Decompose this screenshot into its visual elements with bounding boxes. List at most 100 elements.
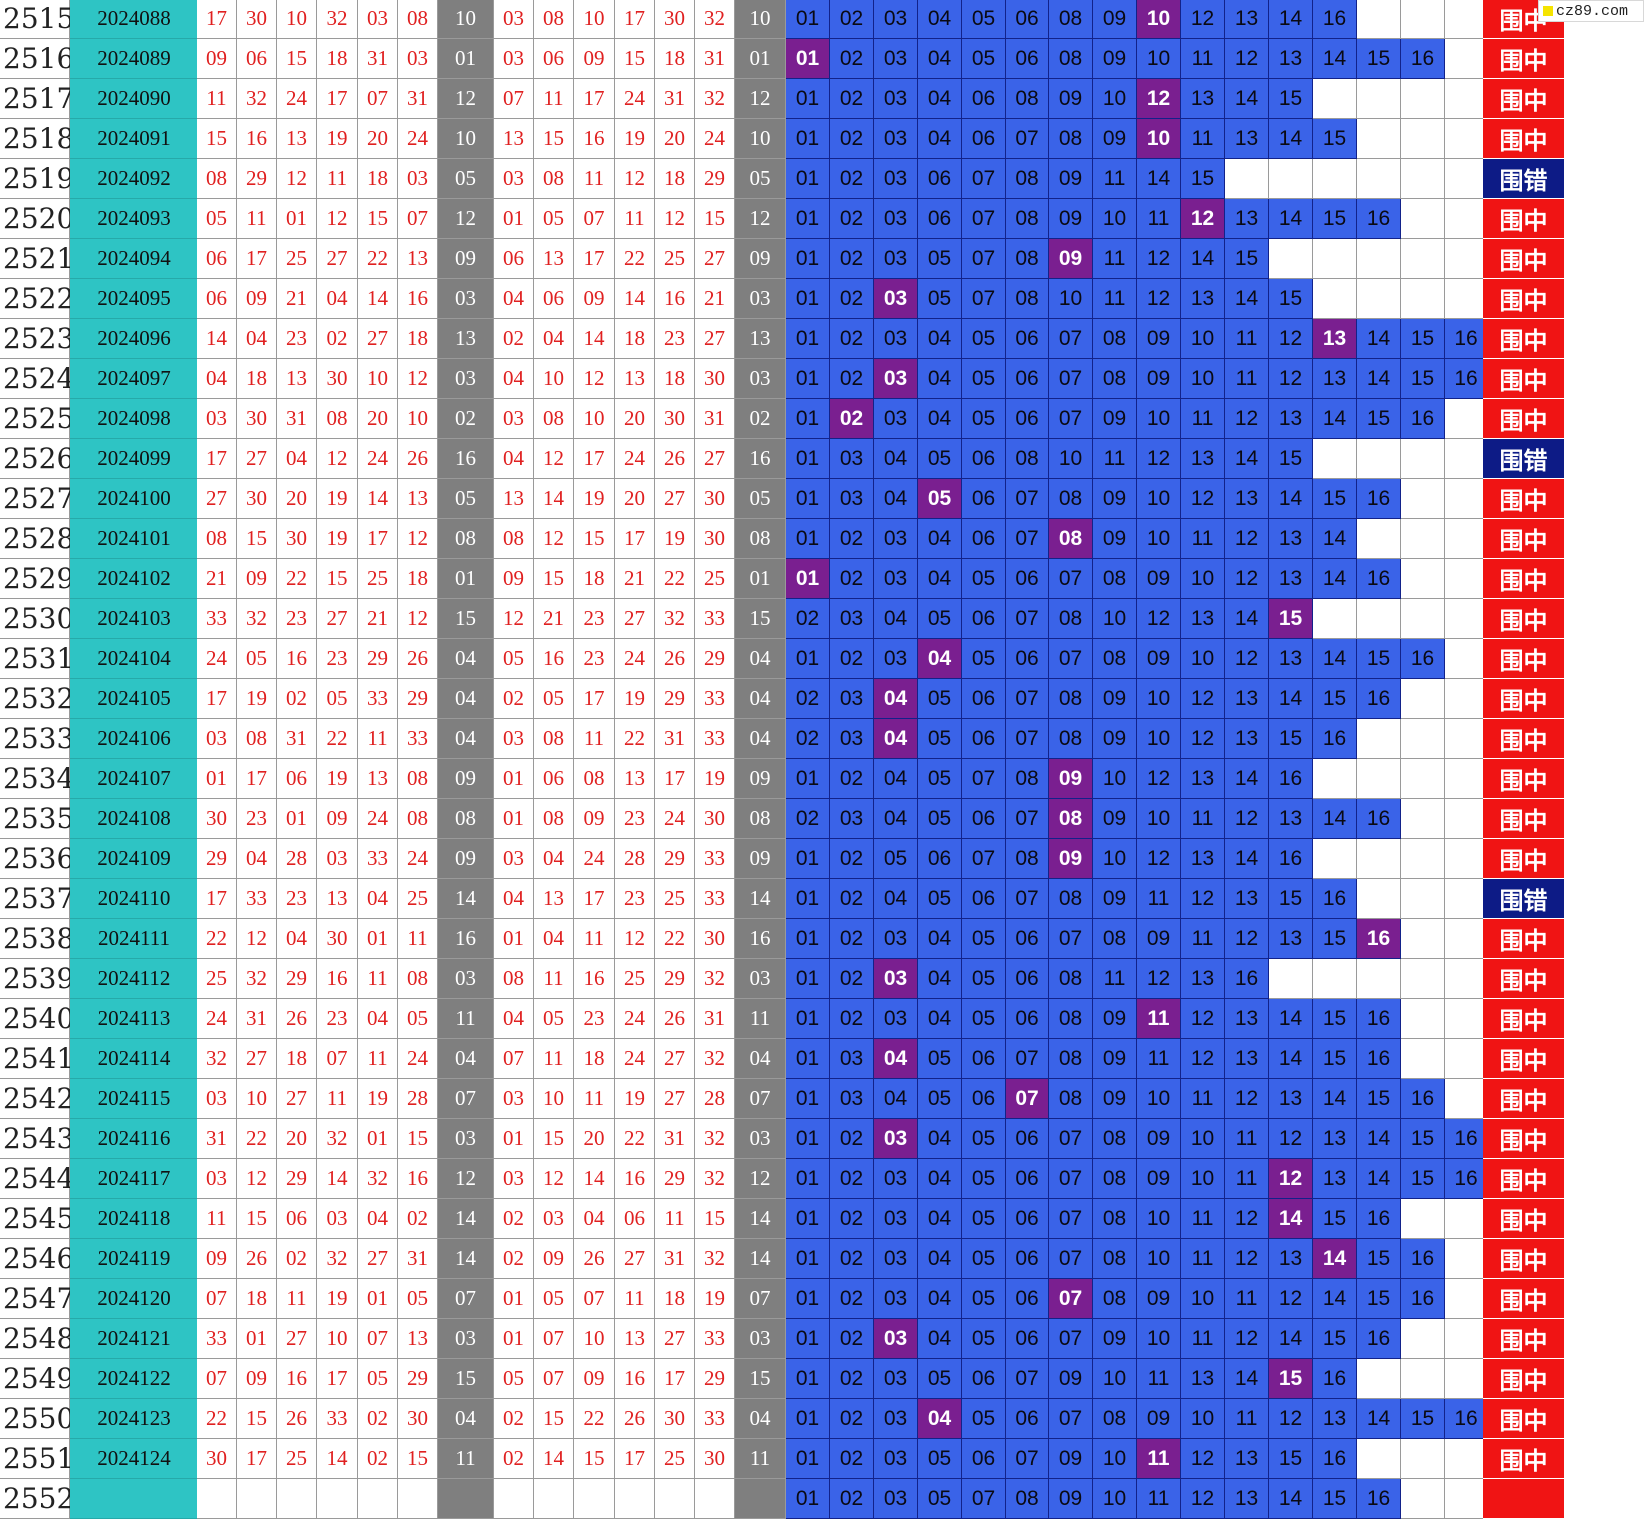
candidate-number-cell: 03 [874, 1239, 918, 1279]
blue-ball-cell: 03 [735, 1119, 786, 1159]
result-hit-badge: 围中 [1483, 639, 1564, 679]
candidate-number-cell: 15 [1357, 639, 1401, 679]
sorted-number-cell: 21 [615, 559, 655, 599]
empty-cell [1225, 159, 1269, 199]
sorted-number-cell: 14 [574, 319, 615, 359]
table-row: 2551 2024124 30 17 25 14 02 15 11 02 14 15 17 25 30 11 0… [0, 1439, 1646, 1479]
candidate-number-cell: 04 [918, 1199, 962, 1239]
period-cell: 2024104 [70, 639, 198, 679]
hit-number-cell: 10 [1137, 119, 1181, 159]
period-cell: 2024089 [70, 39, 198, 79]
sorted-number-cell [574, 1479, 615, 1519]
empty-cell [1445, 639, 1488, 679]
period-cell: 2024116 [70, 1119, 198, 1159]
row-number: 2524 [0, 359, 74, 399]
draw-number-cell [317, 1479, 358, 1519]
candidate-number-cell: 05 [962, 1279, 1006, 1319]
candidate-number-cell: 15 [1313, 999, 1357, 1039]
empty-cell [1445, 1319, 1488, 1359]
table-row: 2542 2024115 03 10 27 11 19 28 07 03 10 11 19 27 28 07 0… [0, 1079, 1646, 1119]
candidate-number-cell: 13 [1313, 1119, 1357, 1159]
blue-ball-cell: 01 [735, 39, 786, 79]
draw-number-cell: 27 [358, 319, 398, 359]
candidate-number-cell: 12 [1181, 1039, 1225, 1079]
candidate-number-cell: 05 [918, 1479, 962, 1519]
sorted-number-cell: 19 [615, 679, 655, 719]
table-row: 2550 2024123 22 15 26 33 02 30 04 02 15 22 26 30 33 04 0… [0, 1399, 1646, 1439]
period-cell: 2024093 [70, 199, 198, 239]
blue-ball-cell: 08 [735, 799, 786, 839]
sorted-number-cell: 33 [695, 1399, 735, 1439]
candidate-number-cell: 12 [1181, 1439, 1225, 1479]
blue-ball-cell: 14 [438, 1199, 494, 1239]
empty-cell [1401, 1039, 1445, 1079]
candidate-number-cell: 03 [874, 1479, 918, 1519]
candidate-number-cell: 07 [1006, 679, 1049, 719]
blue-ball-cell: 15 [438, 599, 494, 639]
sorted-number-cell [615, 1479, 655, 1519]
period-cell [70, 1479, 198, 1519]
candidate-number-cell: 10 [1049, 279, 1093, 319]
sorted-number-cell: 18 [574, 559, 615, 599]
sorted-number-cell: 05 [494, 1359, 534, 1399]
draw-number-cell: 06 [197, 239, 237, 279]
candidate-number-cell: 14 [1269, 1479, 1313, 1519]
candidate-number-cell: 08 [1093, 359, 1137, 399]
sorted-number-cell: 27 [615, 1239, 655, 1279]
candidate-number-cell: 13 [1181, 839, 1225, 879]
sorted-number-cell: 06 [534, 279, 574, 319]
draw-number-cell: 01 [358, 1119, 398, 1159]
blue-ball-cell: 03 [438, 359, 494, 399]
sorted-number-cell: 02 [494, 1239, 534, 1279]
candidate-number-cell: 05 [918, 759, 962, 799]
sorted-number-cell: 20 [615, 399, 655, 439]
draw-number-cell: 14 [317, 1159, 358, 1199]
sorted-number-cell: 21 [534, 599, 574, 639]
candidate-number-cell: 11 [1181, 1079, 1225, 1119]
draw-number-cell: 29 [197, 839, 237, 879]
draw-number-cell: 05 [398, 999, 438, 1039]
candidate-number-cell: 05 [918, 439, 962, 479]
candidate-number-cell: 11 [1225, 1399, 1269, 1439]
candidate-number-cell: 07 [962, 759, 1006, 799]
candidate-number-cell: 01 [786, 959, 830, 999]
candidate-number-cell: 02 [830, 759, 874, 799]
draw-number-cell: 03 [398, 39, 438, 79]
candidate-number-cell: 09 [1093, 0, 1137, 39]
draw-number-cell [277, 1479, 317, 1519]
sorted-number-cell: 28 [695, 1079, 735, 1119]
draw-number-cell: 19 [317, 119, 358, 159]
candidate-number-cell: 05 [962, 639, 1006, 679]
candidate-number-cell: 06 [918, 159, 962, 199]
sorted-number-cell: 08 [534, 0, 574, 39]
sorted-number-cell: 14 [615, 279, 655, 319]
sorted-number-cell: 04 [494, 439, 534, 479]
candidate-number-cell: 15 [1269, 719, 1313, 759]
table-row: 2539 2024112 25 32 29 16 11 08 03 08 11 16 25 29 32 03 0… [0, 959, 1646, 999]
table-row: 2540 2024113 24 31 26 23 04 05 11 04 05 23 24 26 31 11 0… [0, 999, 1646, 1039]
sorted-number-cell: 31 [695, 399, 735, 439]
empty-cell [1401, 879, 1445, 919]
sorted-number-cell: 01 [494, 919, 534, 959]
candidate-number-cell: 09 [1137, 359, 1181, 399]
period-cell: 2024123 [70, 1399, 198, 1439]
candidate-number-cell: 06 [1006, 1399, 1049, 1439]
blue-ball-cell: 07 [438, 1079, 494, 1119]
period-cell: 2024114 [70, 1039, 198, 1079]
sorted-number-cell: 09 [494, 559, 534, 599]
blue-ball-cell: 04 [438, 679, 494, 719]
draw-number-cell: 05 [197, 199, 237, 239]
sorted-number-cell: 13 [534, 239, 574, 279]
candidate-number-cell: 16 [1313, 1439, 1357, 1479]
sorted-number-cell: 21 [695, 279, 735, 319]
hit-number-cell: 09 [1049, 839, 1093, 879]
candidate-number-cell: 05 [962, 39, 1006, 79]
row-number: 2534 [0, 759, 74, 799]
candidate-number-cell: 09 [1049, 1439, 1093, 1479]
candidate-number-cell: 05 [962, 1119, 1006, 1159]
sorted-number-cell: 16 [615, 1159, 655, 1199]
candidate-number-cell: 15 [1401, 359, 1445, 399]
candidate-number-cell: 12 [1225, 1199, 1269, 1239]
sorted-number-cell: 16 [574, 119, 615, 159]
blue-ball-cell: 03 [735, 959, 786, 999]
